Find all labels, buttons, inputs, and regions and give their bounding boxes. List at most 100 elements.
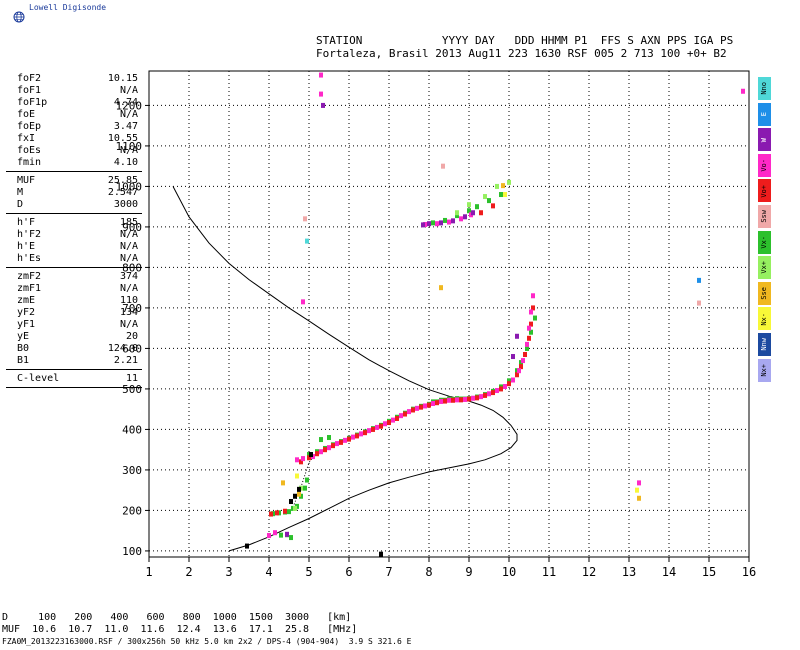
param-value: 374 bbox=[119, 271, 138, 282]
param-label: h'F bbox=[17, 217, 36, 228]
echo-point bbox=[301, 456, 305, 462]
echo-point bbox=[447, 397, 451, 403]
echo-point bbox=[287, 509, 291, 515]
echo-point bbox=[299, 459, 303, 465]
globe-icon bbox=[13, 11, 25, 23]
param-value: 110 bbox=[119, 295, 138, 306]
y-tick-labels: 100 200 300 400 500 600 700 800 900 1000 1100 1200 bbox=[116, 99, 143, 558]
legend-item: Ssw bbox=[758, 204, 771, 228]
param-value: N/A bbox=[119, 85, 138, 96]
echo-point bbox=[289, 535, 293, 541]
echo-point bbox=[491, 203, 495, 209]
legend-item: Nx- bbox=[758, 307, 771, 331]
param-group: C-level 11 bbox=[6, 373, 142, 388]
echo-point bbox=[419, 404, 423, 410]
legend-item: Nnw bbox=[758, 332, 771, 356]
file-info: FZA0M_2013223163000.RSF / 300x256h 50 kH… bbox=[2, 637, 412, 646]
param-row: foF1p 4.74 bbox=[6, 97, 142, 109]
param-label: foF1p bbox=[17, 97, 48, 108]
param-label: foEp bbox=[17, 121, 42, 132]
logo: Lowell Digisonde bbox=[6, 2, 166, 24]
param-row: yE 20 bbox=[6, 331, 142, 343]
param-label: foE bbox=[17, 109, 36, 120]
echo-point bbox=[479, 210, 483, 216]
x-tick-label: 3 bbox=[225, 565, 232, 579]
echo-point bbox=[455, 397, 459, 403]
echo-point bbox=[439, 398, 443, 404]
param-row: foF1 N/A bbox=[6, 85, 142, 97]
param-row: B0 124.0 bbox=[6, 343, 142, 355]
echo-point bbox=[525, 345, 529, 351]
y-tick-label: 700 bbox=[122, 302, 142, 315]
echo-point bbox=[289, 499, 293, 505]
x-tick-label: 8 bbox=[425, 565, 432, 579]
legend-label: Nnw bbox=[760, 338, 768, 351]
echo-point bbox=[467, 202, 471, 208]
echo-point bbox=[305, 477, 309, 483]
param-value: 11 bbox=[125, 373, 138, 384]
echo-point bbox=[411, 407, 415, 413]
echo-point bbox=[371, 426, 375, 432]
y-tick-label: 400 bbox=[122, 423, 142, 436]
echo-point bbox=[507, 381, 511, 387]
y-tick-label: 1100 bbox=[116, 140, 143, 153]
echo-point bbox=[455, 210, 459, 216]
param-group: foF2 10.15 foF1 N/A foF1p 4.74 foE N/A foEp 3.47 f… bbox=[6, 73, 142, 172]
x-tick-label: 14 bbox=[662, 565, 676, 579]
echo-point bbox=[407, 409, 411, 415]
param-label: h'E bbox=[17, 241, 36, 252]
echo-point bbox=[403, 411, 407, 417]
echo-point bbox=[463, 214, 467, 220]
echo-point bbox=[439, 220, 443, 226]
echo-point bbox=[391, 417, 395, 423]
distance-row: D 100 200 400 600 800 1000 1500 3000 [km… bbox=[2, 612, 352, 623]
echo-point bbox=[501, 183, 505, 189]
echo-point bbox=[531, 293, 535, 299]
param-label: foF2 bbox=[17, 73, 42, 84]
param-value: N/A bbox=[119, 319, 138, 330]
param-row: C-level 11 bbox=[6, 373, 142, 385]
echo-point bbox=[267, 533, 271, 539]
param-row: fmin 4.10 bbox=[6, 157, 142, 169]
echo-point bbox=[475, 395, 479, 401]
echo-point bbox=[281, 480, 285, 486]
param-value: N/A bbox=[119, 241, 138, 252]
echo-point bbox=[741, 88, 745, 94]
echo-point bbox=[295, 457, 299, 463]
x-tick-label: 5 bbox=[305, 565, 312, 579]
echo-point bbox=[279, 532, 283, 538]
legend-item: Vx+ bbox=[758, 256, 771, 280]
echo-point bbox=[525, 341, 529, 347]
muf-table: D 100 200 400 600 800 1000 1500 3000 [km… bbox=[2, 612, 357, 636]
echo-point bbox=[319, 437, 323, 443]
station-header: STATION YYYY DAY DDD HHMM P1 FFS S AXN P… bbox=[316, 34, 733, 60]
trace-line bbox=[292, 454, 316, 508]
echo-point bbox=[297, 486, 301, 492]
legend-item: Vx- bbox=[758, 230, 771, 254]
echo-point bbox=[327, 445, 331, 451]
echo-point bbox=[379, 551, 383, 557]
echo-point bbox=[423, 403, 427, 409]
echo-point bbox=[415, 405, 419, 411]
param-label: D bbox=[17, 199, 24, 210]
param-row: fxI 10.55 bbox=[6, 133, 142, 145]
echo-point bbox=[471, 395, 475, 401]
muf-row: MUF 10.6 10.7 11.0 11.6 12.4 13.6 17.1 2… bbox=[2, 624, 358, 635]
x-tick-label: 13 bbox=[622, 565, 636, 579]
echo-point bbox=[399, 413, 403, 419]
x-tick-label: 6 bbox=[345, 565, 352, 579]
echo-point bbox=[529, 309, 533, 315]
echo-point bbox=[335, 441, 339, 447]
param-value: 185 bbox=[119, 217, 138, 228]
echo-point bbox=[343, 437, 347, 443]
echo-point bbox=[307, 455, 311, 461]
echo-point bbox=[475, 204, 479, 210]
echo-point bbox=[427, 221, 431, 227]
parameter-panel: foF2 10.15 foF1 N/A foF1p 4.74 foE N/A foEp 3.47 f… bbox=[6, 73, 142, 391]
legend-item: Nno bbox=[758, 77, 771, 100]
y-tick-label: 100 bbox=[122, 545, 142, 558]
echo-point bbox=[523, 352, 527, 357]
param-label: M bbox=[17, 187, 24, 198]
x-tick-label: 1 bbox=[145, 565, 152, 579]
